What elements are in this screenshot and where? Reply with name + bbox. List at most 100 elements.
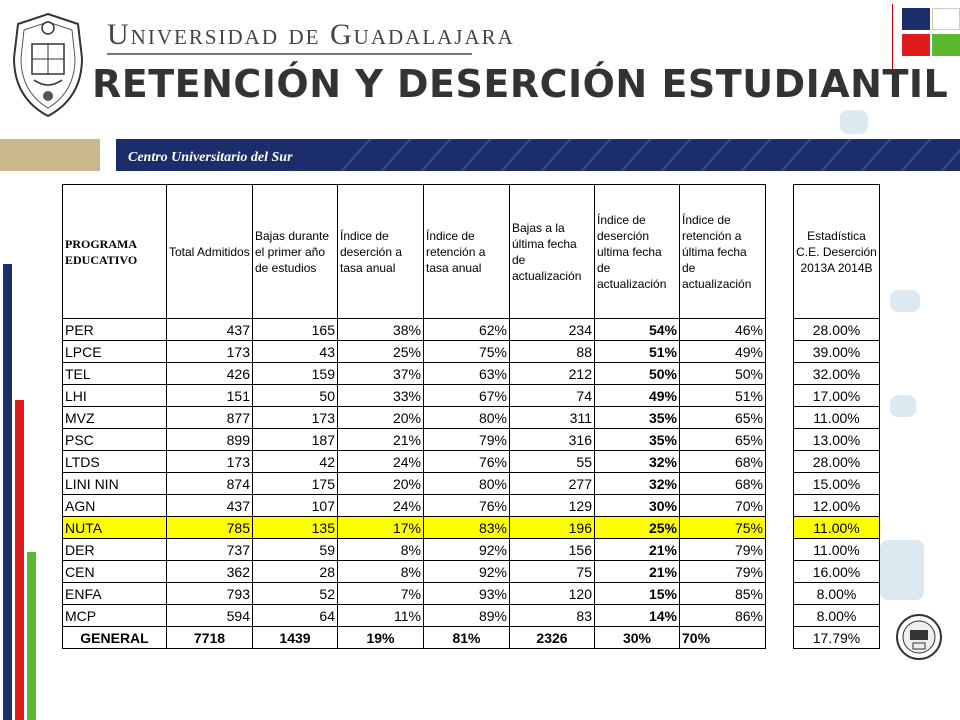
- cell-prog: PER: [62, 318, 167, 341]
- cell-bajas_ult: 75: [509, 560, 595, 583]
- cell-iret: 93%: [423, 582, 510, 605]
- decor-shape: [880, 540, 924, 600]
- cell-ides: 20%: [337, 406, 424, 429]
- stats-row: 8.00%: [793, 582, 880, 605]
- red-square-icon: [902, 34, 930, 56]
- title-underline: [107, 53, 472, 55]
- cell-iret_ult: 68%: [679, 472, 766, 495]
- cell-prog: LPCE: [62, 340, 167, 363]
- cell-adm: 437: [166, 318, 253, 341]
- general-cell-bajas_ult: 2326: [509, 626, 595, 649]
- table-row: MVZ 877 173 20% 80% 311 35% 65%: [62, 406, 766, 429]
- cell-ides_ult: 14%: [594, 604, 680, 627]
- stats-row: 28.00%: [793, 450, 880, 473]
- cell-bajas: 175: [252, 472, 338, 495]
- iso-certification-icon: [896, 614, 942, 660]
- cell-iret_ult: 85%: [679, 582, 766, 605]
- cell-ides: 21%: [337, 428, 424, 451]
- cell-prog: NUTA: [62, 516, 167, 539]
- navy-vertical-bar: [3, 264, 12, 720]
- cell-prog: TEL: [62, 362, 167, 385]
- cell-bajas_ult: 129: [509, 494, 595, 517]
- col-header-bajas-ult: Bajas a la última fecha de actualización: [509, 184, 595, 319]
- cell-adm: 737: [166, 538, 253, 561]
- cell-adm: 437: [166, 494, 253, 517]
- col-header-programa: PROGRAMA EDUCATIVO: [62, 184, 167, 319]
- table-row: AGN 437 107 24% 76% 129 30% 70%: [62, 494, 766, 517]
- cell-prog: CEN: [62, 560, 167, 583]
- general-cell-ides: 19%: [337, 626, 424, 649]
- stats-value: 39.00%: [793, 340, 880, 363]
- green-vertical-bar: [27, 552, 36, 720]
- general-cell-bajas: 1439: [252, 626, 338, 649]
- stats-row: 15.00%: [793, 472, 880, 495]
- stats-row: 12.00%: [793, 494, 880, 517]
- cell-bajas: 50: [252, 384, 338, 407]
- stats-row: 11.00%: [793, 516, 880, 539]
- cell-bajas_ult: 311: [509, 406, 595, 429]
- cell-bajas: 52: [252, 582, 338, 605]
- cell-ides: 8%: [337, 560, 424, 583]
- cell-ides: 24%: [337, 450, 424, 473]
- cell-ides_ult: 21%: [594, 560, 680, 583]
- table-row: PSC 899 187 21% 79% 316 35% 65%: [62, 428, 766, 451]
- stats-value: 28.00%: [793, 318, 880, 341]
- table-row: LPCE 173 43 25% 75% 88 51% 49%: [62, 340, 766, 363]
- cell-bajas: 59: [252, 538, 338, 561]
- table-row: DER 737 59 8% 92% 156 21% 79%: [62, 538, 766, 561]
- cell-iret: 62%: [423, 318, 510, 341]
- stats-value: 17.79%: [793, 626, 880, 649]
- cell-bajas_ult: 156: [509, 538, 595, 561]
- cell-iret_ult: 50%: [679, 362, 766, 385]
- cell-ides_ult: 32%: [594, 472, 680, 495]
- cell-prog: LINI NIN: [62, 472, 167, 495]
- cell-ides_ult: 21%: [594, 538, 680, 561]
- white-square-icon: [932, 8, 960, 30]
- cell-bajas: 187: [252, 428, 338, 451]
- cell-bajas_ult: 277: [509, 472, 595, 495]
- stats-header-row: Estadística C.E. Deserción 2013A 2014B: [793, 184, 880, 319]
- table-row: TEL 426 159 37% 63% 212 50% 50%: [62, 362, 766, 385]
- cell-adm: 173: [166, 450, 253, 473]
- cell-ides: 7%: [337, 582, 424, 605]
- stats-table: Estadística C.E. Deserción 2013A 2014B 2…: [793, 184, 880, 649]
- cell-iret_ult: 51%: [679, 384, 766, 407]
- cell-bajas: 107: [252, 494, 338, 517]
- cell-bajas_ult: 74: [509, 384, 595, 407]
- cell-bajas_ult: 196: [509, 516, 595, 539]
- green-square-icon: [932, 34, 960, 56]
- cell-prog: ENFA: [62, 582, 167, 605]
- stats-header: Estadística C.E. Deserción 2013A 2014B: [793, 184, 880, 319]
- stats-value: 32.00%: [793, 362, 880, 385]
- table-row: LTDS 173 42 24% 76% 55 32% 68%: [62, 450, 766, 473]
- stats-value: 15.00%: [793, 472, 880, 495]
- cell-bajas_ult: 88: [509, 340, 595, 363]
- general-cell-iret: 81%: [423, 626, 510, 649]
- cell-bajas: 28: [252, 560, 338, 583]
- table-header-row: PROGRAMA EDUCATIVO Total Admitidos Bajas…: [62, 184, 766, 319]
- col-header-ides-ult: Índice de deserción ultima fecha de actu…: [594, 184, 680, 319]
- university-name: Universidad de Guadalajara: [107, 18, 515, 51]
- cell-bajas: 135: [252, 516, 338, 539]
- col-header-iret-ult: Índice de retención a última fecha de ac…: [679, 184, 766, 319]
- cell-bajas_ult: 234: [509, 318, 595, 341]
- cell-iret_ult: 75%: [679, 516, 766, 539]
- table-row: NUTA 785 135 17% 83% 196 25% 75%: [62, 516, 766, 539]
- cell-ides_ult: 15%: [594, 582, 680, 605]
- general-cell-prog: GENERAL: [62, 626, 167, 649]
- stats-row: 17.79%: [793, 626, 880, 649]
- cell-iret_ult: 79%: [679, 538, 766, 561]
- cell-iret_ult: 86%: [679, 604, 766, 627]
- decor-shape: [840, 110, 868, 134]
- general-cell-iret_ult: 70%: [679, 626, 766, 649]
- stats-value: 17.00%: [793, 384, 880, 407]
- cell-iret: 92%: [423, 560, 510, 583]
- stats-row: 11.00%: [793, 406, 880, 429]
- cell-iret_ult: 79%: [679, 560, 766, 583]
- cell-iret: 76%: [423, 450, 510, 473]
- stats-row: 16.00%: [793, 560, 880, 583]
- decor-shape: [890, 290, 920, 312]
- stats-row: 11.00%: [793, 538, 880, 561]
- table-row: PER 437 165 38% 62% 234 54% 46%: [62, 318, 766, 341]
- cell-prog: MVZ: [62, 406, 167, 429]
